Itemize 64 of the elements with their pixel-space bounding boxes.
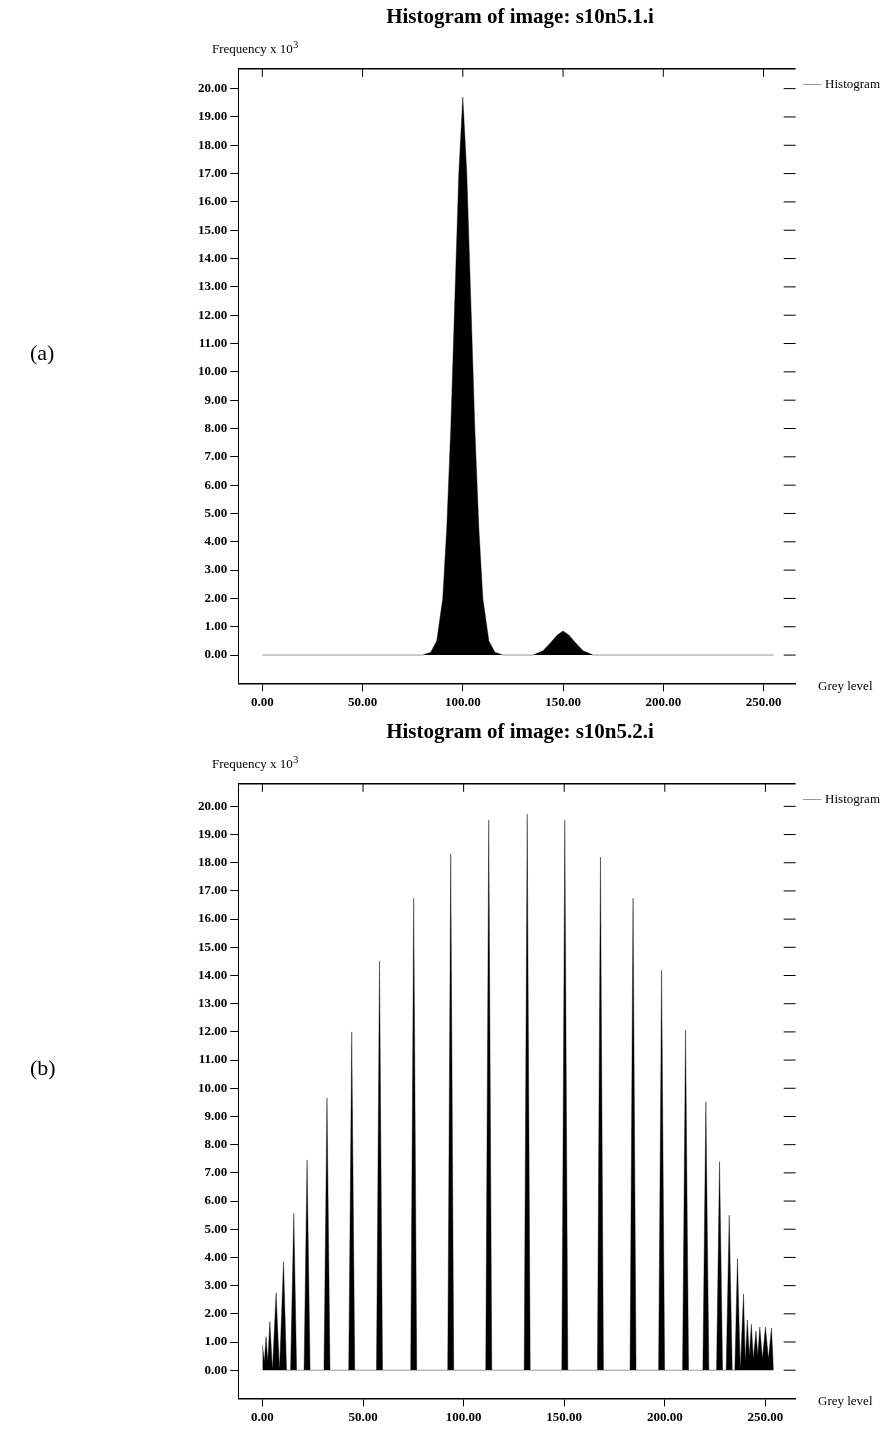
- y-tick-label: 8.00: [204, 419, 228, 435]
- y-tick-label: 18.00: [198, 136, 228, 152]
- x-tick-label: 150.00: [545, 693, 581, 709]
- y-axis-title: Frequency x 10$^{3}$: [212, 38, 299, 58]
- y-tick-label: 5.00: [204, 504, 228, 520]
- y-tick-label: 2.00: [204, 1305, 228, 1321]
- x-tick-label: 50.00: [348, 1408, 378, 1424]
- y-tick-label: 9.00: [204, 1107, 228, 1123]
- y-tick-label: 20.00: [198, 79, 228, 95]
- y-tick-label: 18.00: [198, 854, 228, 870]
- y-tick-label: 0.00: [204, 1361, 228, 1377]
- y-tick-label: 17.00: [198, 164, 228, 180]
- y-tick-label: 14.00: [198, 249, 228, 265]
- legend-label: Histogram: [825, 75, 881, 91]
- x-tick-label: 250.00: [745, 693, 782, 709]
- x-tick-label: 0.00: [251, 1408, 274, 1424]
- legend-label: Histogram: [825, 790, 881, 806]
- x-tick-label: 150.00: [546, 1408, 583, 1424]
- y-tick-label: 13.00: [198, 278, 228, 294]
- y-tick-label: 20.00: [198, 797, 228, 813]
- chart-title: Histogram of image: s10n5.2.i: [385, 719, 655, 744]
- y-tick-label: 14.00: [198, 966, 228, 982]
- y-tick-label: 17.00: [198, 882, 228, 898]
- y-tick-label: 15.00: [198, 221, 228, 237]
- x-tick-label: 250.00: [747, 1408, 784, 1424]
- y-tick-label: 11.00: [198, 1051, 228, 1067]
- x-tick-label: 100.00: [444, 693, 481, 709]
- x-axis-title: Grey level: [818, 1393, 873, 1409]
- y-tick-label: 10.00: [198, 363, 228, 379]
- y-tick-label: 5.00: [204, 1220, 228, 1236]
- x-axis-title: Grey level: [818, 678, 873, 694]
- y-tick-label: 15.00: [198, 938, 228, 954]
- y-tick-label: 19.00: [198, 108, 228, 124]
- y-tick-label: 1.00: [204, 1333, 228, 1349]
- y-tick-label: 9.00: [204, 391, 228, 407]
- y-tick-label: 1.00: [204, 618, 228, 634]
- x-tick-label: 50.00: [347, 693, 378, 709]
- y-tick-label: 16.00: [198, 193, 228, 209]
- y-tick-label: 6.00: [204, 476, 228, 492]
- y-tick-label: 0.00: [204, 646, 228, 662]
- y-tick-label: 16.00: [198, 910, 228, 926]
- y-tick-label: 4.00: [204, 1248, 228, 1264]
- x-tick-label: 0.00: [250, 693, 274, 709]
- y-tick-label: 4.00: [204, 533, 228, 549]
- y-tick-label: 8.00: [204, 1136, 228, 1152]
- x-tick-label: 200.00: [645, 693, 682, 709]
- y-tick-label: 13.00: [198, 995, 228, 1011]
- x-tick-label: 200.00: [646, 1408, 683, 1424]
- y-tick-label: 2.00: [204, 589, 228, 605]
- y-tick-label: 3.00: [204, 561, 228, 577]
- y-tick-label: 19.00: [198, 825, 228, 841]
- y-tick-label: 3.00: [204, 1276, 228, 1292]
- y-tick-label: 7.00: [204, 1164, 228, 1180]
- y-tick-label: 12.00: [198, 1023, 228, 1039]
- text: (a): [30, 340, 55, 366]
- y-tick-label: 10.00: [198, 1079, 228, 1095]
- y-tick-label: 11.00: [198, 334, 228, 350]
- y-axis-title: Frequency x 10$^{3}$: [212, 753, 299, 773]
- y-tick-label: 7.00: [204, 448, 228, 464]
- x-tick-label: 100.00: [445, 1408, 482, 1424]
- text: (b): [30, 1055, 56, 1081]
- chart-title: Histogram of image: s10n5.1.i: [385, 4, 655, 29]
- y-tick-label: 12.00: [198, 306, 228, 322]
- y-tick-label: 6.00: [204, 1192, 228, 1208]
